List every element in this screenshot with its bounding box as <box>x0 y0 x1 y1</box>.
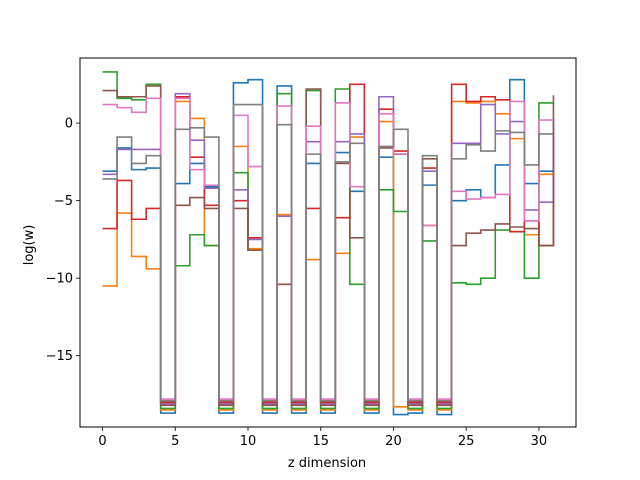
plot-frame <box>79 57 577 428</box>
y-tick-label: −15 <box>46 349 73 364</box>
y-tick-label: −5 <box>54 194 73 209</box>
y-tick-label: 0 <box>65 117 73 132</box>
x-tick-label: 30 <box>531 434 548 449</box>
x-tick-label: 25 <box>458 434 475 449</box>
y-axis-label: log(w) <box>22 225 37 266</box>
x-tick-label: 10 <box>240 434 257 449</box>
x-tick-label: 0 <box>98 434 106 449</box>
y-axis: −15 −10 −5 0 <box>46 117 80 364</box>
x-tick-label: 15 <box>312 434 329 449</box>
series-line-7 <box>102 97 554 400</box>
series-layer <box>102 71 555 416</box>
series-line-2 <box>102 100 554 411</box>
x-tick-label: 5 <box>171 434 179 449</box>
series-line-3 <box>102 71 554 410</box>
series-line-1 <box>102 78 554 416</box>
y-tick-label: −10 <box>46 272 73 287</box>
x-axis-label: z dimension <box>288 456 366 471</box>
x-tick-label: 20 <box>385 434 402 449</box>
series-line-8 <box>102 103 554 402</box>
x-axis: 0 5 10 15 20 25 30 <box>98 427 547 449</box>
